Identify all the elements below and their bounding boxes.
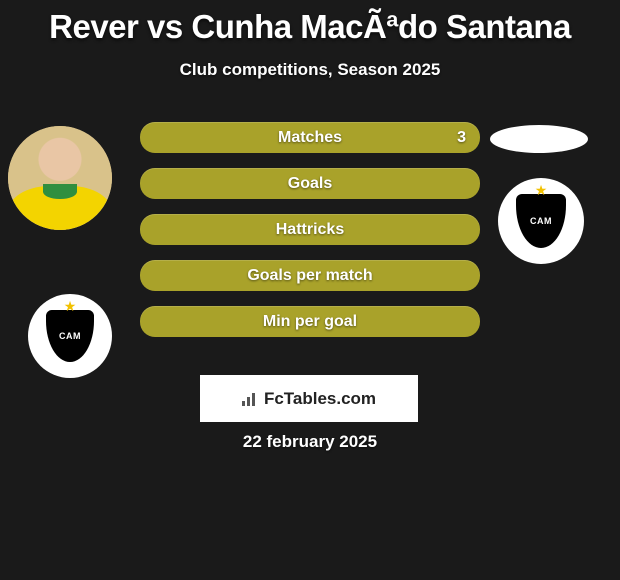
club-abbr: CAM bbox=[530, 216, 552, 226]
stat-label: Hattricks bbox=[276, 221, 344, 239]
stats-bars-container: Matches 3 Goals Hattricks Goals per match Min… bbox=[140, 122, 480, 352]
stat-bar: Goals per match bbox=[140, 260, 480, 291]
club-shield-icon: ★ CAM bbox=[46, 310, 95, 362]
club-shield-icon: ★ CAM bbox=[516, 194, 566, 247]
stat-bar: Hattricks bbox=[140, 214, 480, 245]
player-collar-placeholder bbox=[43, 184, 76, 199]
star-icon: ★ bbox=[535, 182, 548, 199]
infographic-root: Rever vs Cunha MacÃªdo Santana Club comp… bbox=[0, 0, 620, 580]
stat-bar: Min per goal bbox=[140, 306, 480, 337]
subtitle: Club competitions, Season 2025 bbox=[0, 60, 620, 80]
star-icon: ★ bbox=[64, 298, 77, 315]
club-abbr: CAM bbox=[59, 331, 81, 341]
stat-bar: Goals bbox=[140, 168, 480, 199]
player-right-photo-placeholder bbox=[490, 125, 588, 153]
logo-text: FcTables.com bbox=[264, 389, 376, 409]
stat-bar: Matches 3 bbox=[140, 122, 480, 153]
stat-label: Min per goal bbox=[263, 313, 357, 331]
bar-chart-icon bbox=[242, 392, 260, 406]
page-title: Rever vs Cunha MacÃªdo Santana bbox=[0, 0, 620, 46]
date-label: 22 february 2025 bbox=[0, 432, 620, 452]
stat-label: Goals bbox=[288, 175, 332, 193]
player-left-club-badge: ★ CAM bbox=[28, 294, 112, 378]
stat-label: Goals per match bbox=[247, 267, 372, 285]
player-right-club-badge: ★ CAM bbox=[498, 178, 584, 264]
stat-label: Matches bbox=[278, 129, 342, 147]
site-logo: FcTables.com bbox=[200, 375, 418, 422]
player-left-photo bbox=[8, 126, 112, 230]
stat-value-right: 3 bbox=[457, 129, 466, 147]
